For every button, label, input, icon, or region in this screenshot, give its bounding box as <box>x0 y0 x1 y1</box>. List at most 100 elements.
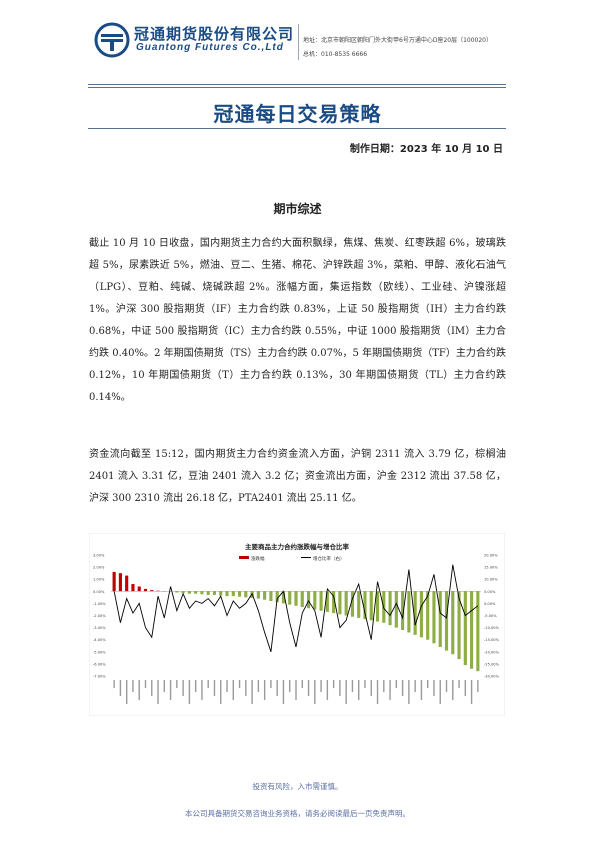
change-bar <box>263 591 267 600</box>
category-label-mark <box>251 680 253 704</box>
change-bar <box>344 591 348 616</box>
guantong-logo-icon <box>94 22 130 58</box>
category-label-mark <box>445 680 448 692</box>
category-label-mark <box>113 680 115 688</box>
change-bar <box>394 591 398 628</box>
category-label-mark <box>320 680 322 692</box>
right-tick-label: 15.00% <box>484 566 498 570</box>
category-label-mark <box>439 680 441 704</box>
change-bar <box>231 591 235 597</box>
change-bar <box>237 591 242 597</box>
position-line <box>113 564 479 652</box>
category-labels <box>113 680 479 704</box>
category-label-mark <box>157 680 159 704</box>
left-tick-label: -6.00% <box>93 662 106 666</box>
category-label-mark <box>383 680 385 692</box>
category-label-mark <box>376 680 379 704</box>
change-bar <box>225 591 229 597</box>
change-bar <box>187 591 191 594</box>
change-bar <box>281 591 286 604</box>
right-tick-label: -15.00% <box>484 638 500 642</box>
category-label-mark <box>464 680 467 696</box>
company-name-cn: 冠通期货股份有限公司 <box>134 25 295 43</box>
category-label-mark <box>201 680 203 700</box>
category-label-mark <box>370 680 372 696</box>
company-phone: 总机：010-8535 6666 <box>303 51 368 58</box>
change-bar <box>419 591 423 638</box>
category-label-mark <box>395 680 398 688</box>
change-bar <box>194 591 198 594</box>
left-tick-label: -4.00% <box>93 638 106 642</box>
change-bar <box>369 591 373 621</box>
change-bar <box>319 591 323 611</box>
right-tick-label: 10.00% <box>484 578 498 582</box>
category-label-mark <box>151 680 153 696</box>
title-rule <box>88 128 506 129</box>
category-label-mark <box>314 680 316 704</box>
right-tick-label: 0.00% <box>484 602 496 606</box>
change-bar <box>357 591 361 618</box>
right-tick-label: -20.00% <box>484 650 500 654</box>
category-label-mark <box>194 680 197 692</box>
change-bar <box>156 590 160 592</box>
left-tick-label: 2.00% <box>93 566 105 570</box>
category-label-mark <box>220 680 222 704</box>
section-title: 期市综述 <box>273 202 322 216</box>
change-bar <box>407 591 411 633</box>
right-tick-label: -30.00% <box>484 675 500 679</box>
right-tick-label: 20.00% <box>484 554 498 558</box>
right-axis: 20.00% 15.00% 10.00% 5.00% 0.00% -5.00% -10.00… <box>484 554 500 679</box>
chart-title: 主要商品主力合约涨跌幅与增仓比率 <box>245 542 350 551</box>
change-bar <box>169 591 173 592</box>
change-bar <box>288 591 292 605</box>
category-label-mark <box>307 680 310 696</box>
category-label-mark <box>282 680 285 704</box>
change-bar <box>313 591 317 610</box>
category-label-mark <box>458 680 460 688</box>
change-bar <box>338 591 342 615</box>
change-bar <box>363 591 367 620</box>
category-label-mark <box>213 680 216 696</box>
left-tick-label: -5.00% <box>93 650 106 654</box>
change-bar <box>294 591 298 606</box>
change-bar <box>413 591 417 635</box>
change-bar <box>375 591 380 622</box>
risk-warning: 投资有风险，入市需谨慎。 <box>252 782 343 791</box>
left-tick-label: -3.00% <box>93 626 106 630</box>
category-label-mark <box>433 680 435 696</box>
category-label-mark <box>426 680 429 688</box>
category-label-mark <box>132 680 134 692</box>
left-tick-label: -1.00% <box>93 602 106 606</box>
category-label-mark <box>182 680 184 696</box>
change-bar <box>432 591 436 644</box>
category-label-mark <box>301 680 303 688</box>
category-label-mark <box>232 680 234 700</box>
disclaimer-notice: 本公司具备期货交易咨询业务资格，请务必阅读最后一页免责声明。 <box>185 809 410 818</box>
category-label-mark <box>470 680 473 704</box>
category-label-mark <box>420 680 423 700</box>
category-label-mark <box>295 680 297 700</box>
change-bar <box>457 591 461 660</box>
header-divider <box>298 24 299 60</box>
change-bar <box>131 584 135 592</box>
change-bar <box>206 591 210 595</box>
change-bar <box>150 590 154 592</box>
category-label-mark <box>176 680 178 688</box>
legend-label-change: 涨跌幅 <box>251 555 265 562</box>
category-label-mark <box>138 680 140 700</box>
category-label-mark <box>226 680 228 692</box>
category-label-mark <box>351 680 354 692</box>
category-label-mark <box>364 680 366 688</box>
change-bar <box>175 591 179 593</box>
header-rule-bottom <box>88 87 506 88</box>
category-label-mark <box>477 680 479 692</box>
change-bar <box>388 591 392 626</box>
change-bar <box>137 586 141 592</box>
left-tick-label: 1.00% <box>93 578 105 582</box>
category-label-mark <box>257 680 260 692</box>
change-bar <box>256 591 260 599</box>
change-bar <box>244 591 248 598</box>
change-bar <box>332 591 336 614</box>
change-bar <box>470 591 474 669</box>
change-bar <box>463 591 467 666</box>
